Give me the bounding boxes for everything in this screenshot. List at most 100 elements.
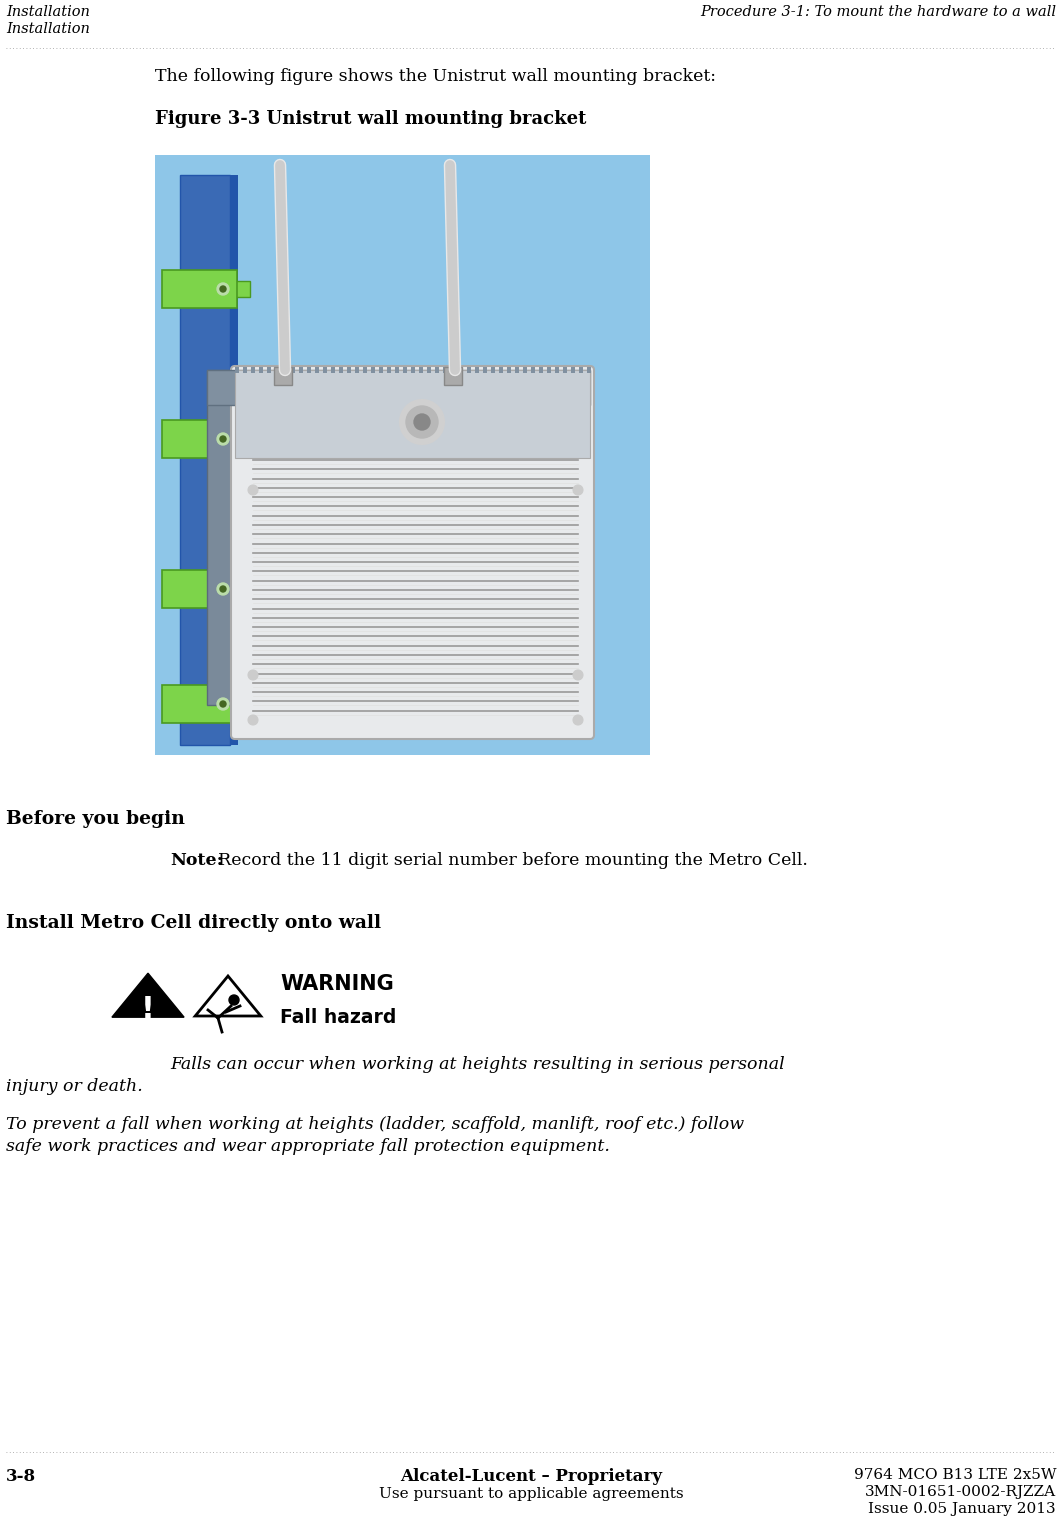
Bar bbox=[230, 175, 238, 745]
Bar bbox=[395, 367, 399, 373]
FancyBboxPatch shape bbox=[162, 569, 237, 609]
FancyBboxPatch shape bbox=[235, 370, 590, 458]
Circle shape bbox=[229, 994, 239, 1005]
Bar bbox=[235, 367, 239, 373]
Bar bbox=[307, 367, 311, 373]
Bar bbox=[571, 367, 575, 373]
Bar bbox=[323, 367, 327, 373]
Text: 9764 MCO B13 LTE 2x5W: 9764 MCO B13 LTE 2x5W bbox=[854, 1468, 1056, 1482]
Bar bbox=[155, 155, 650, 754]
Bar bbox=[282, 367, 287, 373]
Bar bbox=[363, 367, 367, 373]
Bar bbox=[547, 367, 551, 373]
Text: Use pursuant to applicable agreements: Use pursuant to applicable agreements bbox=[379, 1488, 683, 1501]
Text: Issue 0.05 January 2013: Issue 0.05 January 2013 bbox=[869, 1501, 1056, 1516]
Bar bbox=[230, 281, 250, 298]
Text: 3MN-01651-0002-RJZZA: 3MN-01651-0002-RJZZA bbox=[864, 1485, 1056, 1498]
Bar bbox=[259, 367, 263, 373]
Bar bbox=[347, 367, 352, 373]
Bar bbox=[355, 367, 359, 373]
Circle shape bbox=[217, 698, 229, 710]
Bar bbox=[371, 367, 375, 373]
Text: 3-8: 3-8 bbox=[6, 1468, 36, 1485]
Bar bbox=[207, 370, 590, 405]
Bar bbox=[515, 367, 519, 373]
Text: The following figure shows the Unistrut wall mounting bracket:: The following figure shows the Unistrut … bbox=[155, 68, 716, 85]
Bar bbox=[523, 367, 527, 373]
Circle shape bbox=[220, 701, 226, 707]
FancyBboxPatch shape bbox=[162, 270, 237, 308]
Circle shape bbox=[249, 484, 258, 495]
Text: !: ! bbox=[141, 996, 155, 1025]
Bar bbox=[230, 695, 250, 712]
Bar bbox=[411, 367, 415, 373]
Bar bbox=[387, 367, 391, 373]
Text: Figure 3-3 Unistrut wall mounting bracket: Figure 3-3 Unistrut wall mounting bracke… bbox=[155, 109, 586, 128]
Bar bbox=[402, 367, 407, 373]
Text: Alcatel-Lucent – Proprietary: Alcatel-Lucent – Proprietary bbox=[400, 1468, 662, 1485]
Text: To prevent a fall when working at heights (ladder, scaffold, manlift, roof etc.): To prevent a fall when working at height… bbox=[6, 1116, 744, 1132]
Bar bbox=[339, 367, 343, 373]
Text: Installation: Installation bbox=[6, 5, 90, 20]
Circle shape bbox=[220, 586, 226, 592]
Polygon shape bbox=[112, 973, 184, 1017]
Bar bbox=[555, 367, 559, 373]
Bar bbox=[499, 367, 503, 373]
Circle shape bbox=[573, 669, 583, 680]
FancyBboxPatch shape bbox=[162, 420, 237, 458]
Bar bbox=[230, 431, 250, 446]
Bar bbox=[531, 367, 535, 373]
Bar bbox=[379, 367, 383, 373]
Bar bbox=[563, 367, 567, 373]
FancyBboxPatch shape bbox=[162, 685, 237, 723]
Text: Procedure 3-1: To mount the hardware to a wall: Procedure 3-1: To mount the hardware to … bbox=[700, 5, 1056, 20]
Bar bbox=[467, 367, 472, 373]
Text: Record the 11 digit serial number before mounting the Metro Cell.: Record the 11 digit serial number before… bbox=[218, 852, 808, 868]
Bar bbox=[267, 367, 271, 373]
Bar bbox=[315, 367, 319, 373]
Bar bbox=[451, 367, 455, 373]
Bar bbox=[443, 367, 447, 373]
Text: Note:: Note: bbox=[170, 852, 223, 868]
Bar bbox=[587, 367, 590, 373]
Bar bbox=[299, 367, 303, 373]
Bar bbox=[435, 367, 439, 373]
Bar bbox=[274, 367, 292, 386]
FancyBboxPatch shape bbox=[232, 366, 594, 739]
Polygon shape bbox=[195, 976, 261, 1016]
Circle shape bbox=[573, 715, 583, 726]
Bar bbox=[539, 367, 543, 373]
Bar bbox=[331, 367, 335, 373]
Bar bbox=[230, 581, 250, 597]
Circle shape bbox=[217, 282, 229, 294]
Bar bbox=[179, 175, 230, 745]
Circle shape bbox=[220, 436, 226, 442]
Circle shape bbox=[573, 484, 583, 495]
Bar bbox=[491, 367, 495, 373]
Text: Install Metro Cell directly onto wall: Install Metro Cell directly onto wall bbox=[6, 914, 381, 932]
Text: Before you begin: Before you begin bbox=[6, 811, 185, 827]
Text: Fall hazard: Fall hazard bbox=[280, 1008, 396, 1028]
Bar bbox=[419, 367, 423, 373]
Circle shape bbox=[217, 583, 229, 595]
Circle shape bbox=[217, 433, 229, 445]
Text: injury or death.: injury or death. bbox=[6, 1078, 142, 1094]
Circle shape bbox=[400, 401, 444, 443]
Bar bbox=[475, 367, 479, 373]
Bar bbox=[507, 367, 511, 373]
Circle shape bbox=[220, 285, 226, 291]
Bar bbox=[207, 370, 235, 704]
Bar bbox=[444, 367, 462, 386]
Text: safe work practices and wear appropriate fall protection equipment.: safe work practices and wear appropriate… bbox=[6, 1138, 610, 1155]
Circle shape bbox=[406, 405, 438, 439]
Text: WARNING: WARNING bbox=[280, 975, 394, 994]
Bar bbox=[579, 367, 583, 373]
Circle shape bbox=[249, 669, 258, 680]
Bar bbox=[251, 367, 255, 373]
Bar bbox=[243, 367, 247, 373]
Bar bbox=[291, 367, 295, 373]
Bar bbox=[275, 367, 279, 373]
Text: Falls can occur when working at heights resulting in serious personal: Falls can occur when working at heights … bbox=[170, 1057, 785, 1073]
Circle shape bbox=[414, 414, 430, 430]
Text: Installation: Installation bbox=[6, 21, 90, 36]
